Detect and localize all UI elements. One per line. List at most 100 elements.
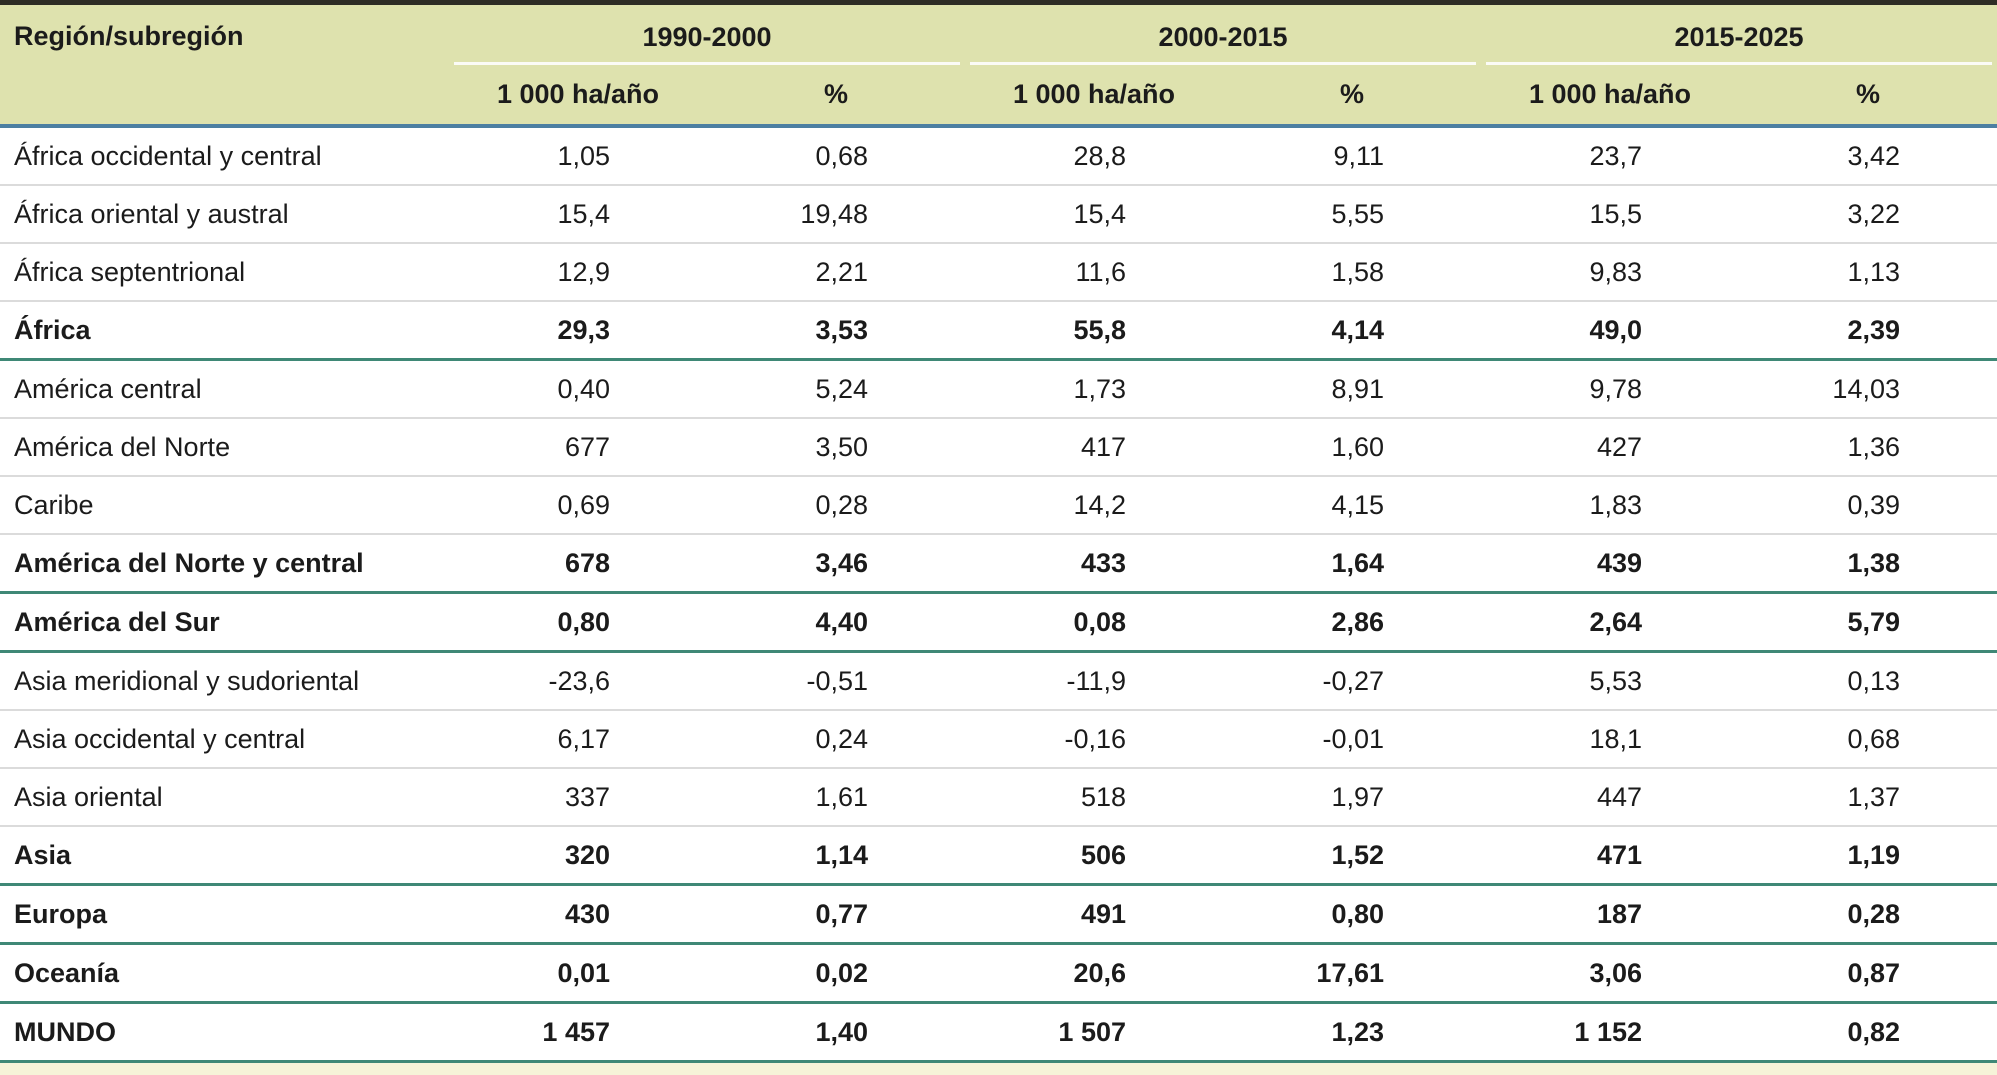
value-cell: 506: [965, 826, 1223, 886]
value-cell: 0,87: [1739, 943, 1997, 1004]
value-cell: 1 152: [1481, 1002, 1739, 1063]
value-cell: 55,8: [965, 301, 1223, 361]
value-cell: 11,6: [965, 243, 1223, 302]
value-cell: 28,8: [965, 126, 1223, 186]
region-cell: Asia oriental: [0, 768, 449, 827]
table-row: África septentrional 12,9 2,21 11,6 1,58…: [0, 243, 1997, 302]
value-cell: 0,40: [449, 359, 707, 419]
value-cell: 1,58: [1223, 243, 1481, 302]
value-cell: 1 507: [965, 1002, 1223, 1063]
unit-header: 1 000 ha/año: [965, 65, 1223, 128]
value-cell: 2,21: [707, 243, 965, 302]
value-cell: 3,46: [707, 534, 965, 594]
value-cell: 5,55: [1223, 185, 1481, 244]
value-cell: 1,23: [1223, 1002, 1481, 1063]
value-cell: 678: [449, 534, 707, 594]
value-cell: 1,73: [965, 359, 1223, 419]
value-cell: 0,24: [707, 710, 965, 769]
region-cell: África septentrional: [0, 243, 449, 302]
unit-header: 1 000 ha/año: [449, 65, 707, 128]
value-cell: 9,11: [1223, 126, 1481, 186]
value-cell: 0,77: [707, 884, 965, 945]
value-cell: 0,69: [449, 476, 707, 535]
region-cell: América del Sur: [0, 592, 449, 653]
value-cell: 1,37: [1739, 768, 1997, 827]
table-row: Asia oriental 337 1,61 518 1,97 447 1,37: [0, 768, 1997, 827]
value-cell: 4,15: [1223, 476, 1481, 535]
table-row: África occidental y central 1,05 0,68 28…: [0, 126, 1997, 186]
value-cell: -0,27: [1223, 651, 1481, 711]
value-cell: 0,80: [449, 592, 707, 653]
value-cell: 12,9: [449, 243, 707, 302]
value-cell: -23,6: [449, 651, 707, 711]
value-cell: 417: [965, 418, 1223, 477]
value-cell: 17,61: [1223, 943, 1481, 1004]
table-row: África 29,3 3,53 55,8 4,14 49,0 2,39: [0, 301, 1997, 361]
table-row: Oceanía 0,01 0,02 20,6 17,61 3,06 0,87: [0, 943, 1997, 1004]
value-cell: 1,64: [1223, 534, 1481, 594]
table-row: África oriental y austral 15,4 19,48 15,…: [0, 185, 1997, 244]
value-cell: 1,19: [1739, 826, 1997, 886]
value-cell: 471: [1481, 826, 1739, 886]
region-cell: África oriental y austral: [0, 185, 449, 244]
value-cell: 49,0: [1481, 301, 1739, 361]
region-cell: América del Norte: [0, 418, 449, 477]
value-cell: 23,7: [1481, 126, 1739, 186]
value-cell: 14,2: [965, 476, 1223, 535]
value-cell: 439: [1481, 534, 1739, 594]
value-cell: 18,1: [1481, 710, 1739, 769]
value-cell: 5,24: [707, 359, 965, 419]
value-cell: 0,28: [707, 476, 965, 535]
value-cell: 3,22: [1739, 185, 1997, 244]
value-cell: 0,80: [1223, 884, 1481, 945]
value-cell: 0,82: [1739, 1002, 1997, 1063]
value-cell: -11,9: [965, 651, 1223, 711]
table-header: Región/subregión 1990-2000 2000-2015 201…: [0, 5, 1997, 128]
value-cell: 1,52: [1223, 826, 1481, 886]
value-cell: 1,97: [1223, 768, 1481, 827]
region-column-header: Región/subregión: [0, 5, 449, 128]
value-cell: 677: [449, 418, 707, 477]
value-cell: 5,79: [1739, 592, 1997, 653]
value-cell: 1,05: [449, 126, 707, 186]
period-header-2000-2015: 2000-2015: [965, 5, 1481, 65]
value-cell: 6,17: [449, 710, 707, 769]
value-cell: 0,01: [449, 943, 707, 1004]
value-cell: 9,78: [1481, 359, 1739, 419]
period-header-2015-2025: 2015-2025: [1481, 5, 1997, 65]
value-cell: 9,83: [1481, 243, 1739, 302]
region-cell: Oceanía: [0, 943, 449, 1004]
unit-header: 1 000 ha/año: [1481, 65, 1739, 128]
table-body: África occidental y central 1,05 0,68 28…: [0, 126, 1997, 1063]
table-row: Caribe 0,69 0,28 14,2 4,15 1,83 0,39: [0, 476, 1997, 535]
period-header-1990-2000: 1990-2000: [449, 5, 965, 65]
value-cell: 5,53: [1481, 651, 1739, 711]
value-cell: 1,83: [1481, 476, 1739, 535]
region-cell: Asia meridional y sudoriental: [0, 651, 449, 711]
value-cell: 1,13: [1739, 243, 1997, 302]
value-cell: 1,61: [707, 768, 965, 827]
value-cell: 4,40: [707, 592, 965, 653]
value-cell: 0,02: [707, 943, 965, 1004]
region-cell: Asia: [0, 826, 449, 886]
value-cell: 0,68: [1739, 710, 1997, 769]
table-row: América del Norte 677 3,50 417 1,60 427 …: [0, 418, 1997, 477]
table-row: América del Norte y central 678 3,46 433…: [0, 534, 1997, 594]
table-row: MUNDO 1 457 1,40 1 507 1,23 1 152 0,82: [0, 1002, 1997, 1063]
region-cell: África: [0, 301, 449, 361]
value-cell: 3,42: [1739, 126, 1997, 186]
table-row: Asia occidental y central 6,17 0,24 -0,1…: [0, 710, 1997, 769]
value-cell: 1,14: [707, 826, 965, 886]
value-cell: 518: [965, 768, 1223, 827]
value-cell: 29,3: [449, 301, 707, 361]
value-cell: -0,01: [1223, 710, 1481, 769]
region-cell: Caribe: [0, 476, 449, 535]
region-cell: América del Norte y central: [0, 534, 449, 594]
value-cell: 8,91: [1223, 359, 1481, 419]
value-cell: 0,08: [965, 592, 1223, 653]
value-cell: 15,4: [449, 185, 707, 244]
value-cell: 15,5: [1481, 185, 1739, 244]
value-cell: 2,64: [1481, 592, 1739, 653]
value-cell: -0,16: [965, 710, 1223, 769]
value-cell: 491: [965, 884, 1223, 945]
